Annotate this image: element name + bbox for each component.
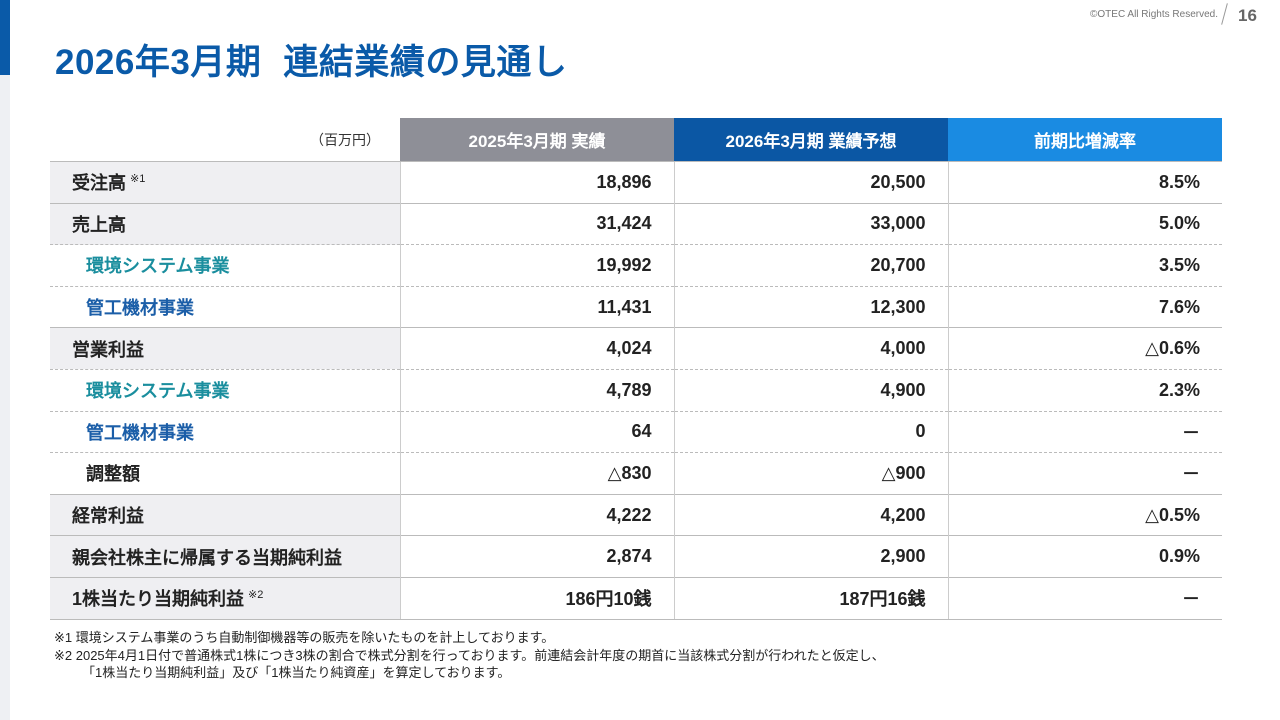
row-label: 管工機材事業	[50, 285, 400, 328]
footnotes: ※1 環境システム事業のうち自動制御機器等の販売を除いたものを計上しております。…	[54, 629, 885, 682]
row-label: 売上高	[50, 202, 400, 245]
note-marker: ※2	[248, 589, 264, 602]
side-band	[0, 75, 10, 720]
row-label: 調整額	[50, 452, 400, 495]
table-row: 1株当たり当期純利益 ※2 186円10銭 187円16銭－	[50, 576, 1222, 620]
page-title: 2026年3月期 連結業績の見通し	[55, 43, 568, 82]
value-cell: 3.5%	[947, 244, 1222, 287]
row-label: 受注高 ※1	[50, 161, 400, 204]
value-cell: 7.6%	[947, 285, 1222, 328]
value-cell: －	[947, 576, 1222, 620]
value-cell: 4,222	[399, 493, 674, 536]
value-cell: 20,700	[673, 244, 948, 287]
value-cell: 19,992	[399, 244, 674, 287]
footnote-2: ※2 2025年4月1日付で普通株式1株につき3株の割合で株式分割を行っておりま…	[54, 647, 885, 663]
value-cell: 64	[399, 410, 674, 453]
value-cell: 5.0%	[947, 202, 1222, 245]
value-cell: 18,896	[399, 161, 674, 204]
value-cell: 186円10銭	[399, 576, 674, 620]
table-row: 環境システム事業 19,992 20,700 3.5%	[50, 244, 1222, 287]
value-cell: 0.9%	[947, 535, 1222, 578]
value-cell: 12,300	[673, 285, 948, 328]
value-cell: 4,900	[673, 368, 948, 412]
col-header-change: 前期比増減率	[948, 118, 1222, 162]
value-cell: △830	[399, 452, 674, 495]
forecast-table: （百万円） 2025年3月期 実績 2026年3月期 業績予想 前期比増減率 受…	[50, 118, 1222, 620]
value-cell: 2,900	[673, 535, 948, 578]
row-label: 管工機材事業	[50, 410, 400, 453]
divider	[1221, 3, 1228, 25]
row-label: 親会社株主に帰属する当期純利益	[50, 535, 400, 578]
value-cell: 33,000	[673, 202, 948, 245]
row-label: 営業利益	[50, 327, 400, 370]
table-row: 受注高 ※1 18,896 20,500 8.5%	[50, 161, 1222, 204]
table-row: 営業利益 4,024 4,000 △0.6%	[50, 327, 1222, 370]
table-row: 売上高 31,424 33,000 5.0%	[50, 202, 1222, 245]
value-cell: 0	[673, 410, 948, 453]
value-cell: 20,500	[673, 161, 948, 204]
value-cell: 4,789	[399, 368, 674, 412]
table-row: 調整額 △830 △900 －	[50, 452, 1222, 495]
value-cell: 2,874	[399, 535, 674, 578]
col-header-actual: 2025年3月期 実績	[400, 118, 674, 162]
value-cell: 187円16銭	[673, 576, 948, 620]
value-cell: 2.3%	[947, 368, 1222, 412]
accent-bar	[0, 0, 10, 75]
value-cell: 4,200	[673, 493, 948, 536]
footnote-1: ※1 環境システム事業のうち自動制御機器等の販売を除いたものを計上しております。	[54, 630, 555, 645]
value-cell: 4,000	[673, 327, 948, 370]
value-cell: △900	[673, 452, 948, 495]
value-cell: 11,431	[399, 285, 674, 328]
table-row: 管工機材事業 64 0 －	[50, 410, 1222, 453]
table-row: 環境システム事業 4,789 4,900 2.3%	[50, 368, 1222, 412]
col-header-forecast: 2026年3月期 業績予想	[674, 118, 948, 162]
value-cell: 31,424	[399, 202, 674, 245]
table-row: 管工機材事業 11,431 12,300 7.6%	[50, 285, 1222, 328]
copyright: ©OTEC All Rights Reserved.	[1090, 9, 1218, 20]
value-cell: △0.5%	[947, 493, 1222, 536]
table-row: 経常利益 4,222 4,200 △0.5%	[50, 493, 1222, 536]
value-cell: 8.5%	[947, 161, 1222, 204]
row-label: 環境システム事業	[50, 368, 400, 412]
page-number: 16	[1238, 6, 1257, 25]
value-cell: △0.6%	[947, 327, 1222, 370]
value-cell: －	[947, 410, 1222, 453]
note-marker: ※1	[130, 173, 146, 186]
footnote-2-cont: 「1株当たり当期純利益」及び「1株当たり純資産」を算定しております。	[82, 665, 511, 680]
value-cell: －	[947, 452, 1222, 495]
value-cell: 4,024	[399, 327, 674, 370]
unit-label: （百万円）	[50, 118, 400, 162]
row-label: 1株当たり当期純利益 ※2	[50, 576, 400, 620]
row-label: 環境システム事業	[50, 244, 400, 287]
row-label: 経常利益	[50, 493, 400, 536]
table-row: 親会社株主に帰属する当期純利益 2,874 2,900 0.9%	[50, 535, 1222, 578]
